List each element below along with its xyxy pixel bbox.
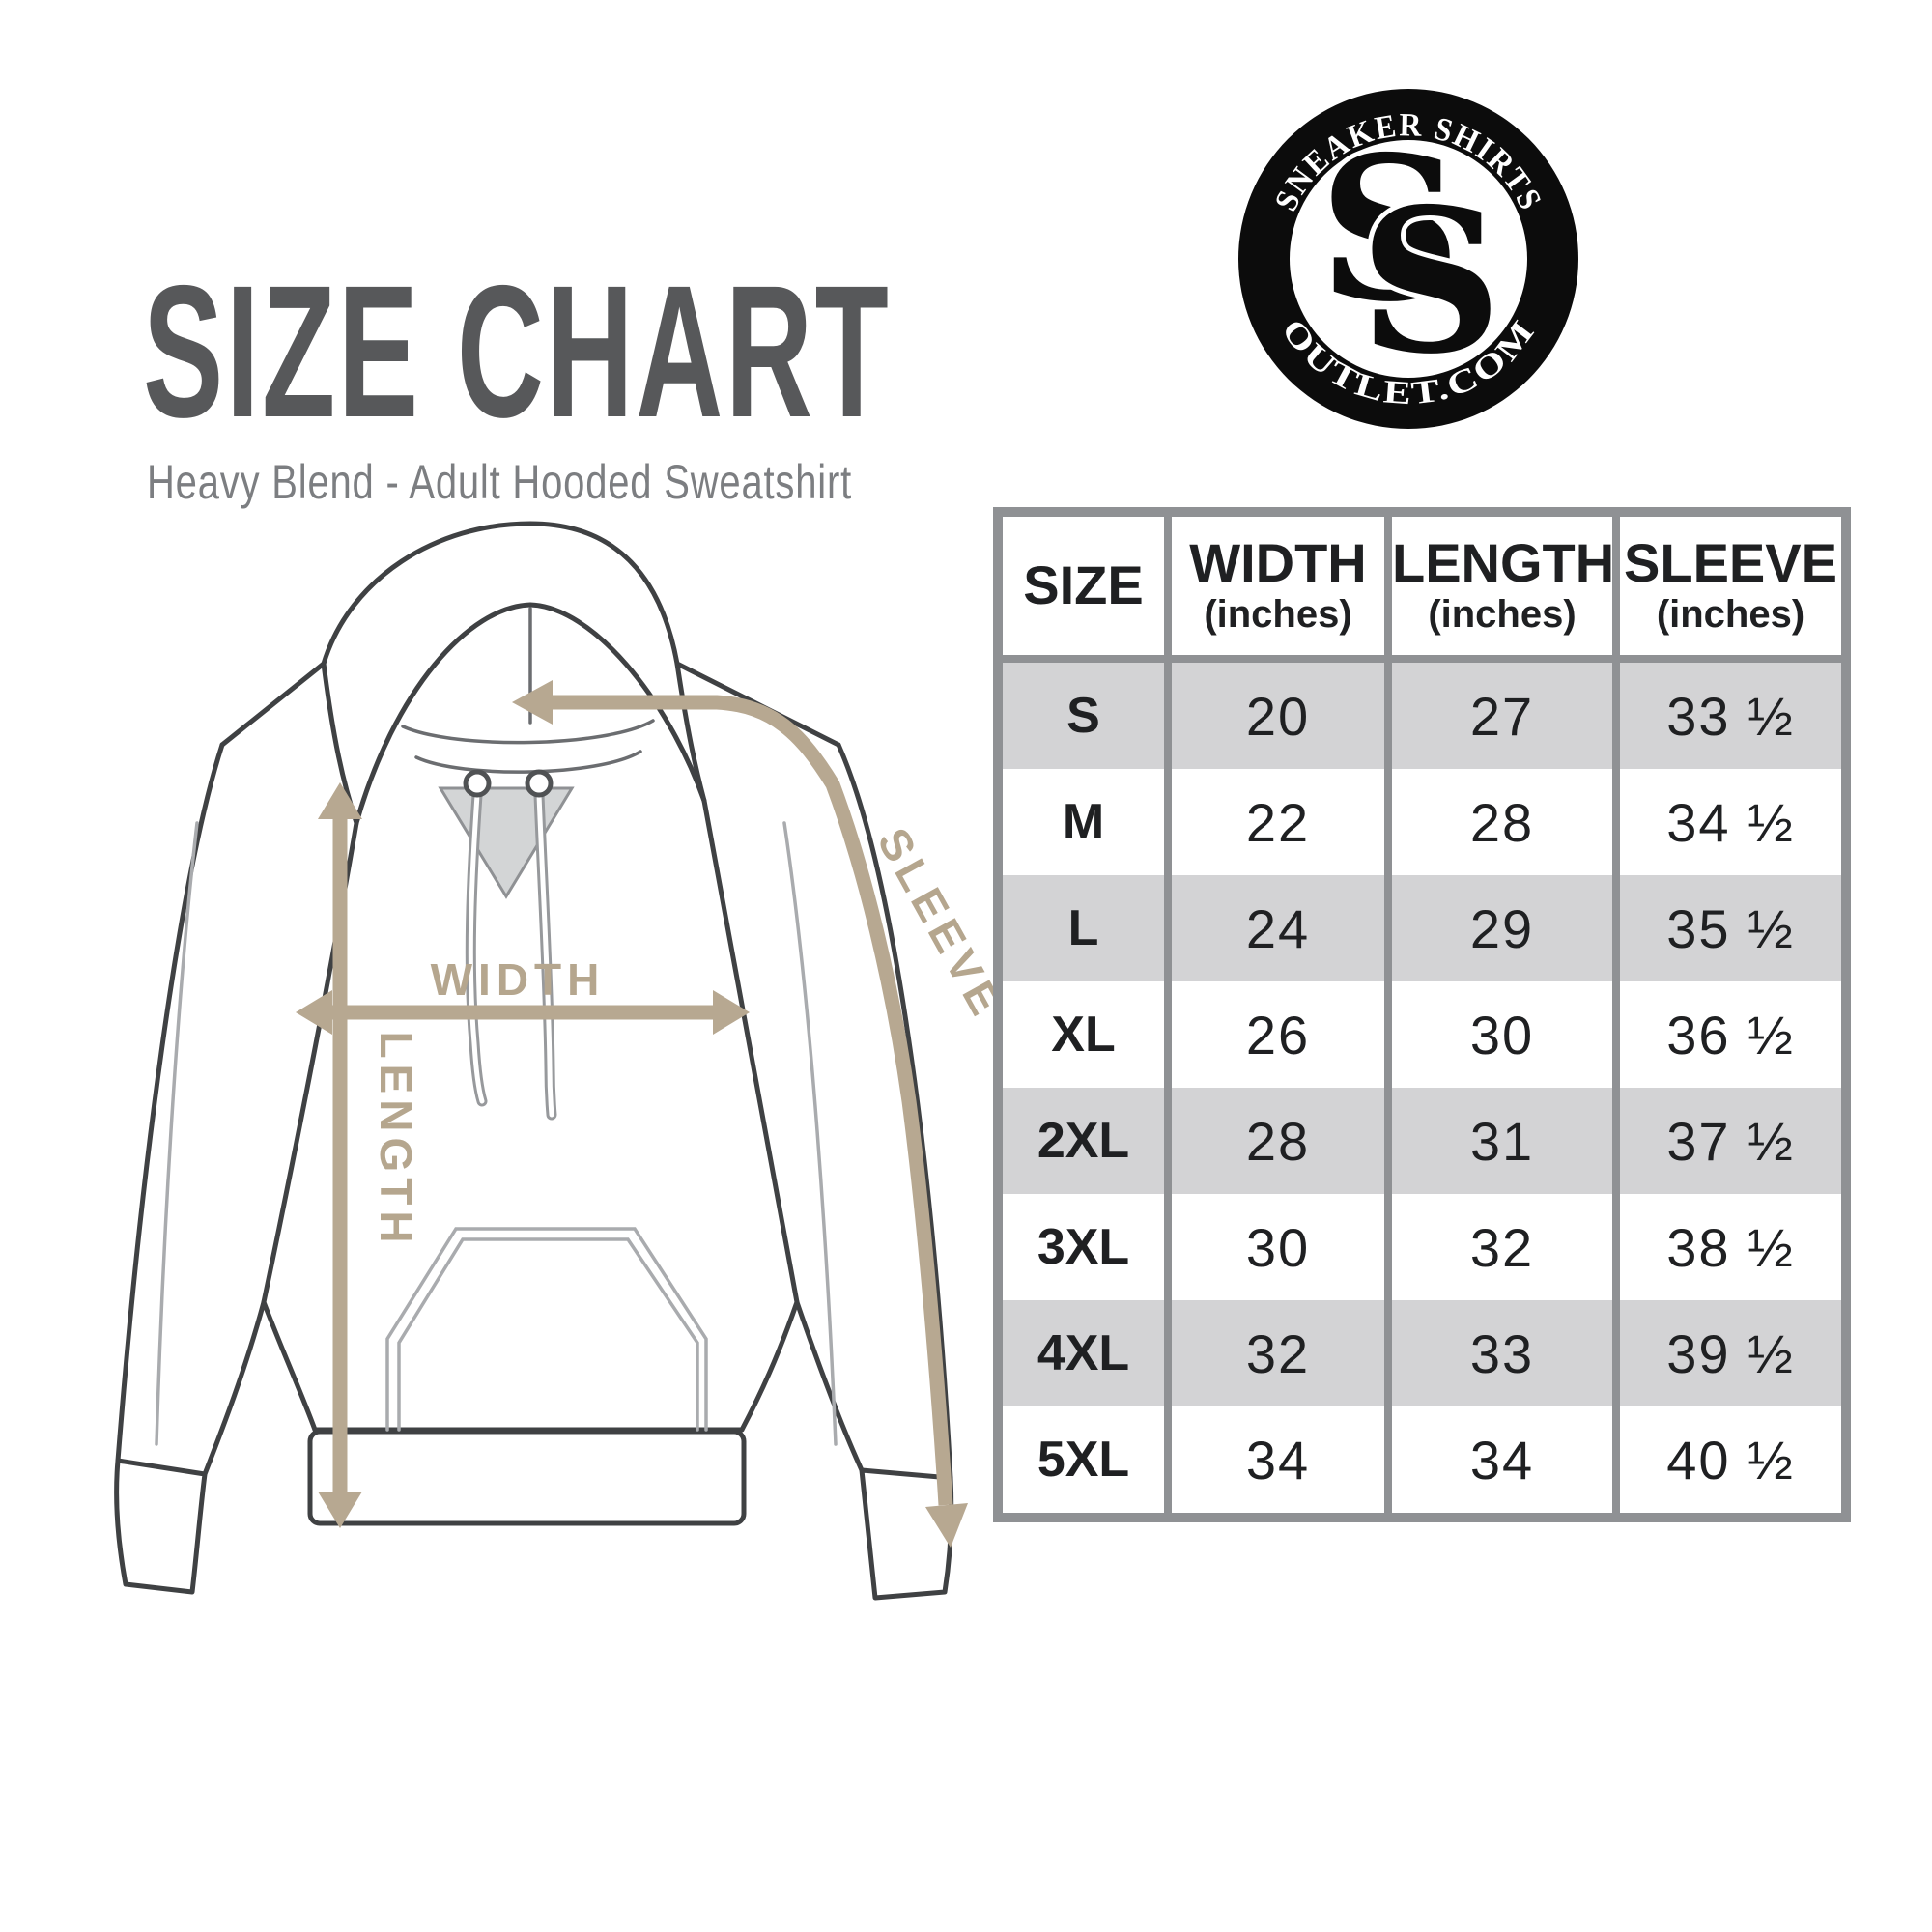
sleeve-arrowhead-end (925, 1503, 968, 1548)
sleeve-cell: 38 ½ (1612, 1194, 1846, 1300)
table-row-m: M 22 28 34 ½ (998, 769, 1846, 875)
length-arrowhead-top (318, 782, 362, 819)
col-header-length-units: (inches) (1428, 593, 1577, 637)
right-sleeve-inner (794, 1299, 865, 1473)
length-arrowhead-bottom (318, 1492, 362, 1528)
width-cell: 28 (1164, 1088, 1388, 1194)
left-sleeve-outer (115, 742, 225, 1463)
size-cell: 4XL (1037, 1325, 1130, 1381)
col-header-sleeve-label: SLEEVE (1624, 531, 1837, 593)
size-cell: 2XL (1037, 1113, 1130, 1169)
table-row-2xl: 2XL 28 31 37 ½ (998, 1088, 1846, 1194)
header-row: SIZE WIDTH (inches) LENGTH (inches) SLEEVE… (998, 512, 1846, 663)
col-header-width: WIDTH (inches) (1164, 512, 1388, 663)
size-cell: S (1066, 688, 1100, 744)
length-cell: 34 (1384, 1406, 1616, 1518)
sleeve-arrowhead-start (512, 680, 553, 724)
pocket-outer (385, 1227, 708, 1432)
hood-right-edge (674, 661, 707, 804)
logo-inner-circle (1290, 140, 1527, 378)
sleeve-cell: 37 ½ (1612, 1088, 1846, 1194)
sleeve-cell: 36 ½ (1612, 981, 1846, 1088)
table-row-4xl: 4XL 32 33 39 ½ (998, 1300, 1846, 1406)
body-right-lower (739, 1299, 800, 1433)
col-header-width-label: WIDTH (1189, 531, 1367, 593)
right-sleeve-outer (836, 742, 953, 1481)
neck-triangle (438, 786, 575, 899)
hoodie-diagram: SLEEVE LENGTH WIDTH (114, 521, 1013, 1601)
length-cell: 27 (1384, 659, 1616, 769)
col-header-width-units: (inches) (1204, 593, 1352, 637)
hoodie-hem (307, 1429, 747, 1526)
size-cell: L (1067, 900, 1099, 956)
table-row-xl: XL 26 30 36 ½ (998, 981, 1846, 1088)
size-cell: 5XL (1037, 1432, 1130, 1488)
size-cell: 3XL (1037, 1219, 1130, 1275)
eyelet-right (525, 769, 554, 798)
width-arrowhead-right (713, 990, 750, 1035)
width-cell: 32 (1164, 1300, 1388, 1406)
left-sleeve-fold (155, 821, 199, 1446)
sleeve-cell: 40 ½ (1612, 1406, 1846, 1518)
width-cell: 22 (1164, 769, 1388, 875)
width-cell: 30 (1164, 1194, 1388, 1300)
width-label: WIDTH (431, 954, 606, 1005)
pocket-inner (397, 1237, 699, 1432)
length-cell: 32 (1384, 1194, 1616, 1300)
col-header-size: SIZE (998, 512, 1168, 663)
sleeve-cell: 33 ½ (1612, 659, 1846, 769)
width-cell: 20 (1164, 659, 1388, 769)
left-sleeve-inner (202, 1299, 267, 1477)
width-cell: 26 (1164, 981, 1388, 1088)
table-row-s: S 20 27 33 ½ (998, 659, 1846, 769)
length-cell: 28 (1384, 769, 1616, 875)
col-header-sleeve-units: (inches) (1656, 593, 1805, 637)
sleeve-cell: 35 ½ (1612, 875, 1846, 981)
size-cell: M (1062, 794, 1105, 850)
size-table-container: SIZE WIDTH (inches) LENGTH (inches) SLEEVE… (993, 507, 1851, 1522)
body-left-lower (261, 1299, 318, 1433)
left-cuff (114, 1458, 208, 1595)
collar-line-1 (401, 719, 655, 745)
sleeve-arrow (547, 695, 953, 1506)
hoodie-hood-outline (219, 521, 841, 748)
length-cell: 30 (1384, 981, 1616, 1088)
right-sleeve-fold (782, 821, 838, 1446)
right-body-seam (701, 798, 800, 1305)
brand-logo: SNEAKER SHIRTS OUTLET.COM S S (1238, 89, 1578, 429)
logo-monogram-s2: S (1359, 166, 1502, 398)
col-header-length: LENGTH (inches) (1384, 512, 1616, 663)
width-cell: 24 (1164, 875, 1388, 981)
length-cell: 33 (1384, 1300, 1616, 1406)
collar-line-2 (414, 750, 642, 774)
size-cell: XL (1051, 1007, 1116, 1063)
logo-monogram-s1: S (1319, 114, 1462, 346)
sleeve-cell: 39 ½ (1612, 1300, 1846, 1406)
size-table: SIZE WIDTH (inches) LENGTH (inches) SLEEVE… (993, 507, 1851, 1522)
table-row-l: L 24 29 35 ½ (998, 875, 1846, 981)
page-subtitle: Heavy Blend - Adult Hooded Sweatshirt (147, 455, 852, 509)
page-title: SIZE CHART (143, 246, 892, 457)
eyelet-left (463, 769, 492, 798)
sleeve-cell: 34 ½ (1612, 769, 1846, 875)
length-cell: 31 (1384, 1088, 1616, 1194)
col-header-length-label: LENGTH (1392, 531, 1615, 593)
width-cell: 34 (1164, 1406, 1388, 1518)
drawstring-left-highlight (468, 792, 485, 1104)
col-header-size-label: SIZE (1023, 554, 1144, 616)
length-label: LENGTH (371, 1031, 421, 1248)
width-arrowhead-left (296, 990, 332, 1035)
col-header-sleeve: SLEEVE (inches) (1612, 512, 1846, 663)
length-cell: 29 (1384, 875, 1616, 981)
table-row-3xl: 3XL 30 32 38 ½ (998, 1194, 1846, 1300)
table-row-5xl: 5XL 34 34 40 ½ (998, 1406, 1846, 1518)
